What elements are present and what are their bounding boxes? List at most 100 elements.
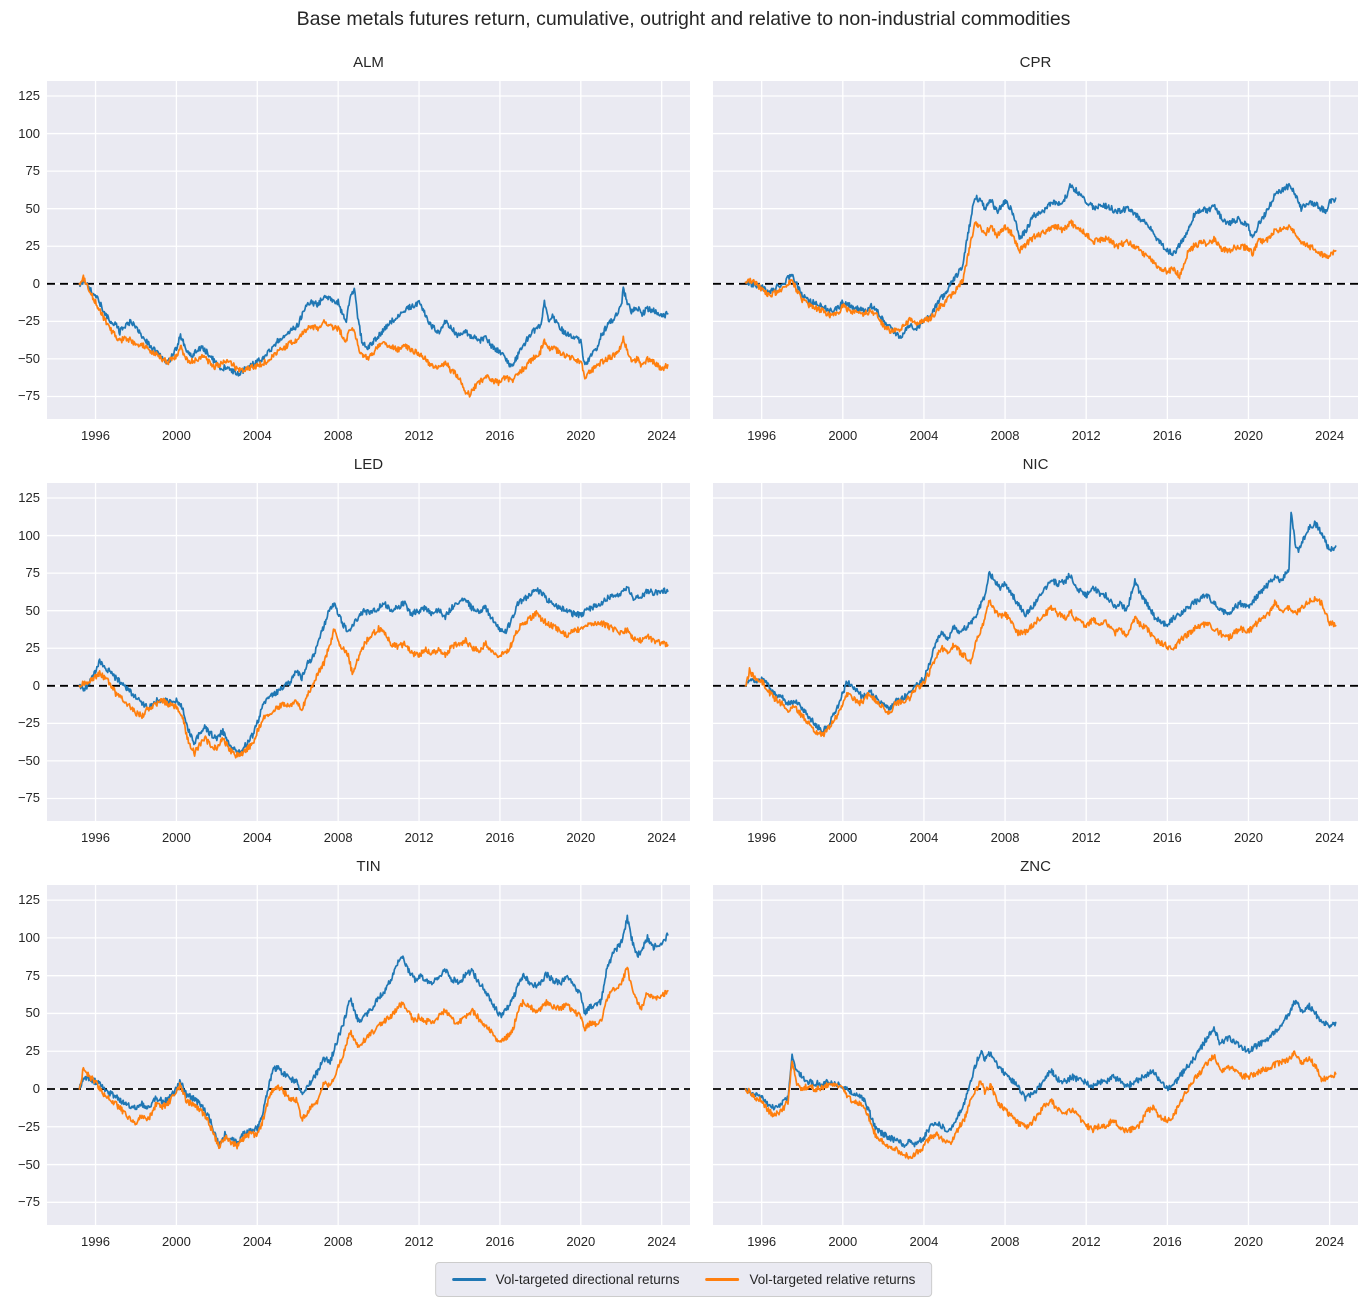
x-tick-label: 2008	[990, 428, 1020, 443]
y-tick-label: 125	[18, 88, 40, 104]
x-tick-label: 2004	[909, 428, 939, 443]
panel-led: LED −75 −50 −25 0 25 50 75 100 125 1996 2000 2004 20…	[18, 456, 690, 845]
panel-znc: ZNC 1996 2000 2004 2008 2012 2016 2020 2024	[713, 858, 1358, 1249]
x-tick-label: 2016	[485, 830, 515, 845]
y-tick-label: 0	[32, 275, 40, 291]
x-tick-label: 1996	[747, 1234, 777, 1249]
series-line-directional	[78, 277, 669, 377]
y-tick-label: 50	[25, 602, 40, 618]
y-tick-label: −75	[17, 388, 40, 404]
x-tick-label: 2012	[1071, 1234, 1101, 1249]
x-tick-label: 2016	[1152, 1234, 1182, 1249]
panel-title-tin: TIN	[356, 858, 381, 875]
x-tick-label: 2024	[1315, 830, 1345, 845]
series-line-relative	[78, 966, 669, 1150]
panel-title-led: LED	[353, 456, 384, 473]
x-tick-label: 2000	[828, 1234, 858, 1249]
x-tick-label: 2020	[1234, 830, 1263, 845]
y-tick-label: −50	[17, 350, 40, 366]
y-tick-label: 25	[25, 1043, 40, 1059]
x-tick-label: 2020	[1234, 428, 1263, 443]
plot-background	[47, 885, 690, 1225]
x-tick-label: 2020	[566, 428, 596, 443]
plot-background	[713, 885, 1358, 1225]
y-tick-label: 100	[18, 929, 40, 945]
y-tick-label: 125	[18, 490, 40, 506]
line-chart-alm	[47, 81, 690, 419]
legend-line-directional-icon	[451, 1278, 486, 1281]
x-tick-label: 2012	[1071, 428, 1101, 443]
panel-tin: TIN −75 −50 −25 0 25 50 75 100 125 1996 2000 2004 20…	[18, 858, 690, 1249]
panel-title-alm: ALM	[353, 54, 384, 71]
series-line-relative	[744, 596, 1337, 738]
x-tick-label: 2008	[323, 1234, 353, 1249]
x-tick-label: 1996	[81, 1234, 110, 1249]
x-tick-label: 1996	[747, 428, 777, 443]
legend-label-relative: Vol-targeted relative returns	[749, 1272, 916, 1287]
legend: Vol-targeted directional returns Vol-tar…	[434, 1262, 933, 1297]
series-line-relative	[744, 219, 1337, 334]
panel-title-znc: ZNC	[1020, 858, 1051, 875]
y-tick-label: −75	[17, 1194, 40, 1210]
panel-nic: NIC 1996 2000 2004 2008 2012 2016 2020 2024	[713, 456, 1358, 845]
series-line-directional	[78, 914, 669, 1148]
line-chart-tin	[47, 885, 690, 1225]
x-tick-label: 2004	[242, 830, 272, 845]
x-tick-label: 2004	[242, 1234, 272, 1249]
y-tick-label: 75	[25, 163, 40, 179]
y-tick-label: 0	[32, 1081, 40, 1096]
x-tick-label: 2000	[161, 830, 191, 845]
legend-label-directional: Vol-targeted directional returns	[495, 1272, 680, 1287]
line-chart-led	[47, 483, 690, 821]
y-tick-label: −50	[17, 752, 40, 768]
x-tick-label: 2016	[485, 428, 515, 443]
plot-background	[713, 483, 1358, 821]
plot-background	[47, 483, 690, 821]
y-tick-label: 25	[25, 238, 40, 254]
y-tick-label: 0	[32, 677, 40, 693]
series-line-relative	[78, 274, 669, 398]
x-tick-label: 2012	[404, 428, 434, 443]
x-tick-label: 2024	[647, 1234, 677, 1249]
x-tick-label: 1996	[747, 830, 777, 845]
x-tick-label: 2004	[242, 428, 272, 443]
x-tick-label: 2016	[1152, 428, 1182, 443]
line-chart-nic	[713, 483, 1358, 821]
legend-line-relative-icon	[705, 1278, 740, 1281]
figure-title: Base metals futures return, cumulative, …	[296, 8, 1071, 30]
x-tick-label: 2016	[1152, 830, 1182, 845]
plot-background	[713, 81, 1358, 419]
line-chart-cpr	[713, 81, 1358, 419]
x-tick-label: 2016	[485, 1234, 515, 1249]
x-tick-label: 2024	[647, 830, 677, 845]
panel-cpr: CPR 1996 2000 2004 2008 2012 2016 2020 2024	[713, 54, 1358, 443]
y-tick-label: 25	[25, 640, 40, 656]
panel-alm: ALM −75 −50 −25 0 25 50 75 100 125 1996 2000 2004 20…	[18, 54, 690, 443]
x-tick-label: 2024	[1315, 1234, 1345, 1249]
series-line-directional	[744, 511, 1337, 734]
x-tick-label: 2008	[990, 1234, 1020, 1249]
y-tick-label: 75	[25, 565, 40, 581]
x-tick-label: 1996	[81, 830, 110, 845]
y-tick-label: 100	[18, 125, 40, 141]
x-tick-label: 2004	[909, 1234, 939, 1249]
y-tick-label: 100	[18, 527, 40, 543]
legend-item-directional: Vol-targeted directional returns	[451, 1272, 680, 1287]
legend-item-relative: Vol-targeted relative returns	[705, 1272, 916, 1287]
series-line-directional	[78, 585, 669, 756]
y-tick-label: −50	[17, 1156, 40, 1172]
x-tick-label: 2004	[909, 830, 939, 845]
x-tick-label: 2000	[828, 428, 858, 443]
y-tick-label: 50	[25, 200, 40, 216]
x-tick-label: 2008	[990, 830, 1020, 845]
x-tick-label: 2012	[404, 830, 434, 845]
x-tick-label: 2024	[1315, 428, 1345, 443]
line-chart-znc	[713, 885, 1358, 1225]
y-tick-label: 50	[25, 1005, 40, 1021]
x-tick-label: 2008	[323, 830, 353, 845]
panel-title-nic: NIC	[1022, 456, 1049, 473]
y-tick-label: −25	[17, 313, 40, 329]
y-tick-label: 125	[18, 892, 40, 908]
x-tick-label: 2020	[566, 1234, 596, 1249]
